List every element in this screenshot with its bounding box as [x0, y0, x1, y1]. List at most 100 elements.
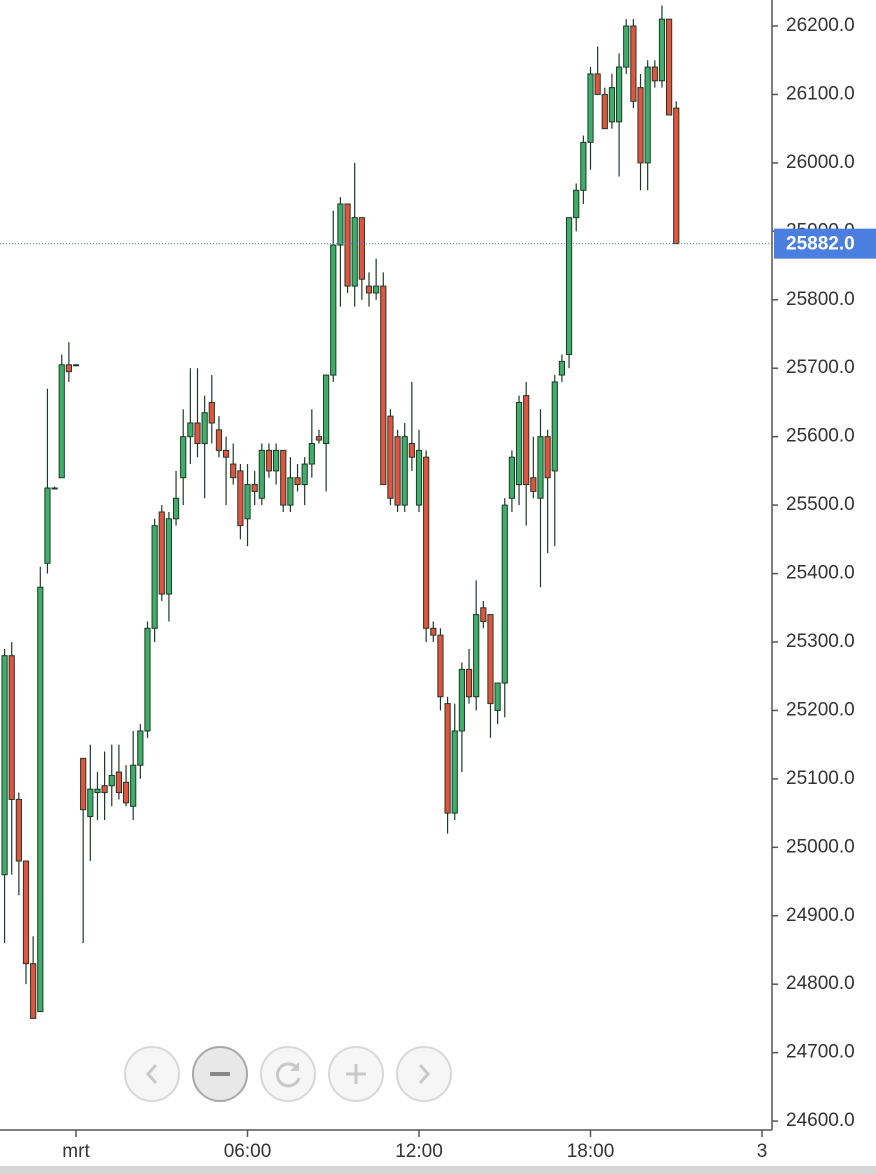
candle-body — [151, 525, 158, 629]
candle-body — [480, 607, 487, 622]
reset-button[interactable] — [260, 1046, 316, 1102]
y-tick-label: 25100.0 — [786, 768, 855, 789]
scroll-right-button[interactable] — [396, 1046, 452, 1102]
candle-body — [487, 614, 494, 705]
candle-body — [194, 422, 201, 445]
candle-body — [30, 963, 37, 1019]
candle-body — [201, 412, 208, 445]
y-tick-label: 25200.0 — [786, 699, 855, 720]
candle-body — [565, 217, 573, 356]
zoom-in-button[interactable] — [328, 1046, 384, 1102]
candle-body — [623, 25, 630, 68]
candle-body — [287, 477, 294, 506]
candle-body — [551, 381, 558, 472]
candle-body — [122, 781, 130, 804]
candle-body — [294, 477, 301, 486]
candle-body — [494, 682, 501, 711]
candle-body — [373, 285, 380, 294]
candle-body — [430, 627, 437, 636]
candle-body — [172, 497, 180, 520]
zoom-out-button[interactable] — [192, 1046, 248, 1102]
candle-body — [315, 436, 323, 441]
candle-body — [394, 436, 401, 506]
candle-body — [637, 87, 644, 164]
candle-body — [273, 449, 280, 472]
y-tick-label: 24900.0 — [786, 905, 855, 926]
scroll-left-button[interactable] — [124, 1046, 180, 1102]
candle-body — [444, 703, 451, 814]
candle-body — [301, 463, 308, 486]
candle-body — [265, 449, 273, 472]
candle-body — [401, 436, 408, 506]
candle-body — [580, 141, 587, 191]
candle-body — [608, 87, 616, 123]
candle-body — [158, 511, 165, 595]
candle-body — [323, 374, 330, 445]
candle-body — [615, 66, 623, 123]
candle-body — [37, 586, 44, 1013]
y-tick-label: 24700.0 — [786, 1042, 855, 1063]
candle-body — [587, 73, 594, 143]
candle-body — [651, 66, 658, 82]
candle-body — [630, 25, 637, 102]
candle-body — [1, 655, 8, 876]
candle-body — [251, 484, 258, 492]
candle-body — [530, 477, 537, 492]
plot-area — [0, 5, 772, 1019]
y-tick-label: 24600.0 — [786, 1110, 855, 1131]
y-tick-label: 25800.0 — [786, 289, 855, 310]
candle-body — [508, 456, 516, 499]
candle-body — [387, 415, 394, 499]
nav-buttons — [124, 1046, 452, 1102]
x-tick-label: mrt — [62, 1141, 90, 1162]
y-tick-label: 26100.0 — [786, 83, 855, 104]
candle-body — [215, 429, 223, 451]
candle-body — [58, 364, 65, 479]
candle-body — [130, 764, 137, 807]
candle-body — [108, 774, 115, 787]
y-tick-label: 25500.0 — [786, 494, 855, 515]
last-price-box — [774, 228, 876, 259]
candle-body — [15, 798, 22, 862]
candle-body — [515, 401, 523, 486]
candle-body — [358, 217, 365, 280]
candle-body — [673, 107, 680, 245]
x-tick-label: 18:00 — [567, 1141, 615, 1162]
candle-body — [230, 463, 237, 479]
candle-body — [165, 518, 173, 595]
candle-body — [544, 436, 551, 479]
candle-body — [408, 443, 415, 458]
candle-body — [337, 203, 344, 246]
y-tick-label: 25600.0 — [786, 426, 855, 447]
candle-body — [222, 449, 230, 458]
candle-body — [44, 487, 51, 564]
candle-body — [244, 484, 251, 520]
candle-body — [415, 449, 423, 506]
y-tick-label: 24800.0 — [786, 973, 855, 994]
y-tick-label: 25400.0 — [786, 563, 855, 584]
candle-body — [523, 395, 530, 486]
candle-body — [658, 18, 666, 82]
candle-body — [65, 364, 72, 373]
candle-body — [22, 860, 30, 965]
candle-body — [666, 18, 673, 116]
y-tick-label: 26200.0 — [786, 15, 855, 36]
candle-body — [180, 436, 187, 479]
candle-body — [458, 668, 465, 732]
candle-body — [351, 217, 358, 287]
x-tick-label: 12:00 — [395, 1141, 443, 1162]
scrollbar[interactable] — [0, 1166, 876, 1174]
candle-body — [594, 73, 601, 95]
candle-body — [187, 422, 194, 438]
candle-body — [94, 788, 101, 794]
candle-body — [80, 757, 87, 811]
candle-body — [87, 788, 94, 818]
candle-body — [101, 785, 108, 794]
candle-body — [465, 668, 473, 698]
candle-body — [501, 504, 508, 684]
candle-body — [473, 614, 480, 698]
y-tick-label: 25700.0 — [786, 357, 855, 378]
candle-body — [115, 771, 123, 794]
y-tick-label: 25000.0 — [786, 836, 855, 857]
